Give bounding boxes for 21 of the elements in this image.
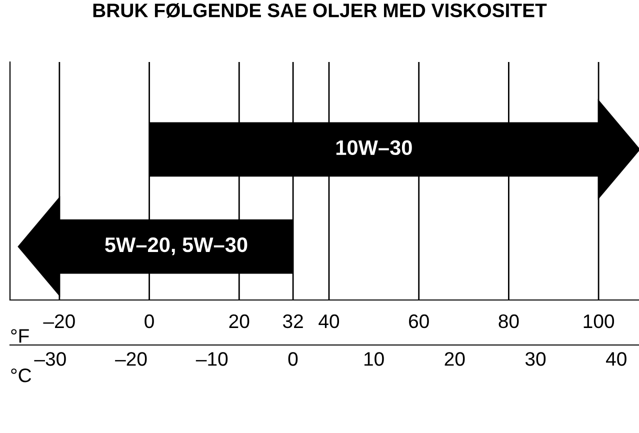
x2-tick-label: –10 xyxy=(196,352,228,366)
x2-tick-label: 40 xyxy=(606,352,626,366)
x-tick-label: 40 xyxy=(318,314,340,328)
x-tick-label: –20 xyxy=(43,314,75,328)
x-tick-label: 100 xyxy=(584,314,614,328)
x-axis-title: °F xyxy=(11,329,29,343)
x2-tick-label: 0 xyxy=(288,352,298,366)
x-tick-label: 80 xyxy=(498,314,519,328)
y-tick-label: 10W–30 xyxy=(336,140,412,156)
x-tick-label: 32 xyxy=(282,314,303,328)
x-tick-label: 20 xyxy=(229,314,250,328)
x2-tick-label: 30 xyxy=(525,352,546,366)
x2-tick-label: –30 xyxy=(34,352,66,366)
x-tick-label: 60 xyxy=(409,314,429,328)
y-tick-label: 5W–20, 5W–30 xyxy=(105,237,248,256)
x-tick-label: 0 xyxy=(144,314,154,328)
x2-tick-label: 10 xyxy=(364,352,384,366)
x2-tick-label: 20 xyxy=(444,352,465,366)
x2-tick-label: –20 xyxy=(115,352,147,366)
x2-axis-title: °C xyxy=(11,368,32,382)
chart-title: BRUK FØLGENDE SAE OLJER MED VISKOSITET xyxy=(93,3,547,18)
